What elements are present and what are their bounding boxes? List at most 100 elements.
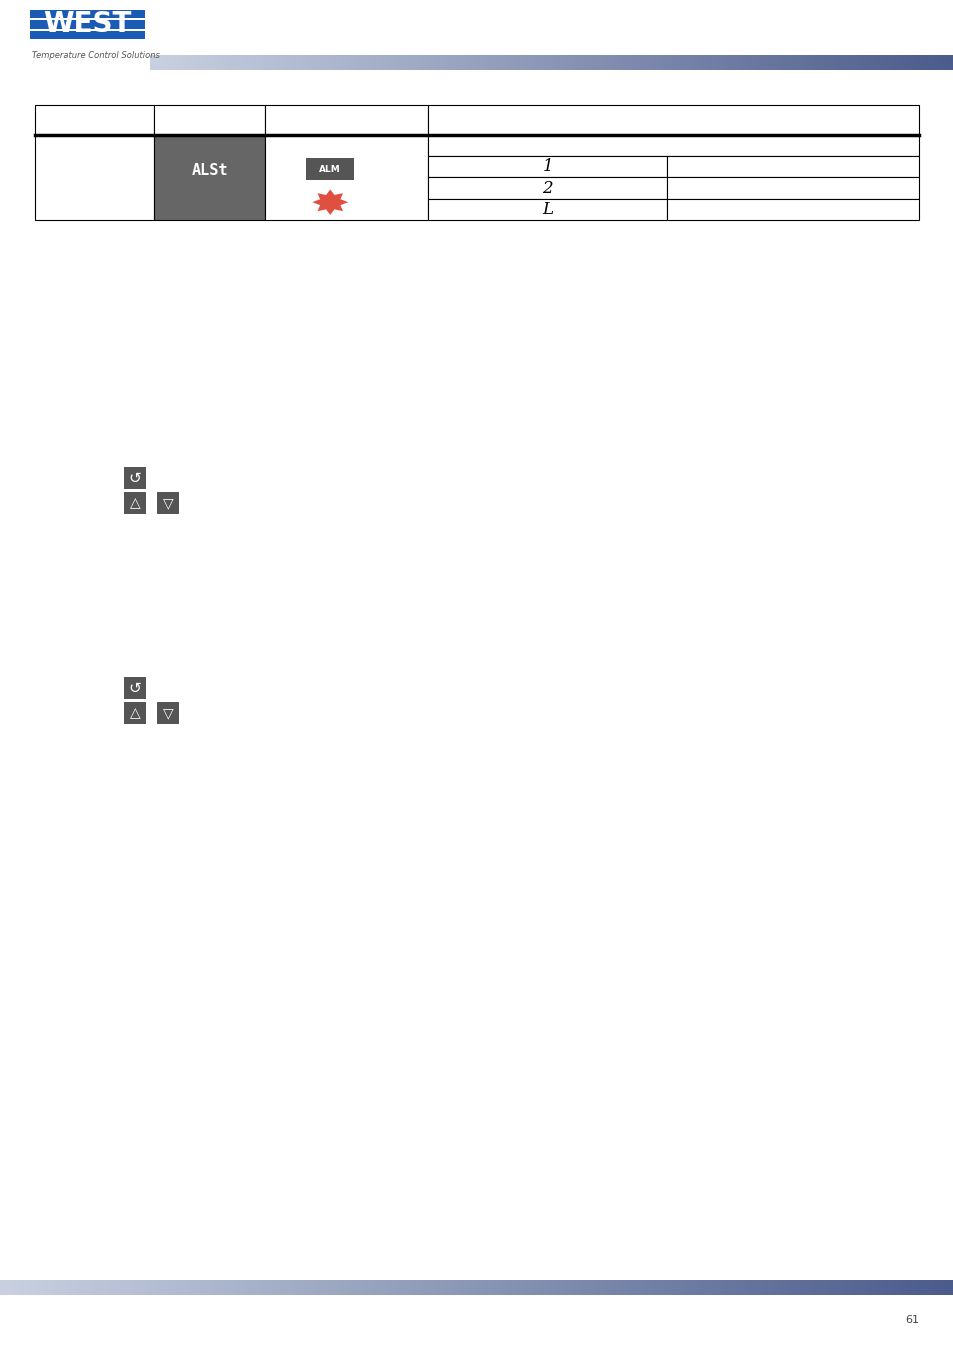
- Bar: [648, 1280, 654, 1295]
- Bar: [524, 1280, 530, 1295]
- Bar: [471, 55, 476, 70]
- Bar: [133, 1280, 139, 1295]
- Bar: [873, 55, 878, 70]
- Text: ↺: ↺: [129, 680, 141, 695]
- Bar: [834, 1280, 840, 1295]
- Bar: [419, 55, 424, 70]
- Bar: [536, 55, 540, 70]
- Bar: [813, 55, 818, 70]
- Bar: [634, 1280, 639, 1295]
- Bar: [600, 1280, 606, 1295]
- Bar: [543, 1280, 549, 1295]
- Bar: [19, 1280, 25, 1295]
- Bar: [507, 55, 513, 70]
- Bar: [572, 55, 577, 70]
- Bar: [629, 1280, 635, 1295]
- Bar: [459, 55, 464, 70]
- Bar: [853, 1280, 859, 1295]
- Bar: [691, 1280, 697, 1295]
- Bar: [664, 55, 669, 70]
- Bar: [586, 1280, 592, 1295]
- Bar: [939, 1280, 944, 1295]
- Bar: [917, 55, 922, 70]
- Bar: [743, 1280, 749, 1295]
- Bar: [427, 55, 432, 70]
- Bar: [934, 1280, 940, 1295]
- Bar: [933, 55, 938, 70]
- Bar: [476, 1280, 482, 1295]
- Bar: [119, 1280, 125, 1295]
- Bar: [929, 55, 934, 70]
- Text: △: △: [130, 495, 140, 510]
- Bar: [167, 1280, 172, 1295]
- Bar: [801, 55, 805, 70]
- Bar: [653, 1280, 659, 1295]
- Bar: [267, 1280, 273, 1295]
- Bar: [659, 55, 665, 70]
- Bar: [358, 55, 364, 70]
- Bar: [100, 1280, 106, 1295]
- Bar: [720, 55, 725, 70]
- Bar: [467, 1280, 473, 1295]
- Bar: [824, 55, 829, 70]
- Bar: [272, 1280, 277, 1295]
- Bar: [266, 55, 272, 70]
- Bar: [548, 1280, 554, 1295]
- Bar: [124, 676, 146, 699]
- Bar: [257, 1280, 263, 1295]
- Bar: [81, 1280, 87, 1295]
- Bar: [844, 55, 849, 70]
- Bar: [945, 55, 950, 70]
- Bar: [559, 55, 564, 70]
- Bar: [353, 1280, 358, 1295]
- Bar: [753, 1280, 759, 1295]
- Bar: [367, 55, 372, 70]
- Bar: [623, 55, 629, 70]
- Bar: [583, 55, 589, 70]
- Bar: [30, 20, 145, 28]
- Bar: [455, 55, 460, 70]
- Bar: [278, 55, 283, 70]
- Bar: [448, 1280, 454, 1295]
- Bar: [329, 1280, 335, 1295]
- Bar: [904, 55, 910, 70]
- Bar: [577, 1280, 582, 1295]
- Bar: [324, 1280, 330, 1295]
- Bar: [162, 1280, 168, 1295]
- Bar: [71, 1280, 77, 1295]
- Bar: [483, 55, 488, 70]
- Bar: [805, 1280, 811, 1295]
- Bar: [166, 55, 171, 70]
- Bar: [732, 55, 738, 70]
- Bar: [153, 55, 159, 70]
- Bar: [510, 1280, 516, 1295]
- Bar: [76, 1280, 82, 1295]
- Bar: [274, 55, 279, 70]
- Bar: [672, 1280, 678, 1295]
- Bar: [338, 1280, 344, 1295]
- Bar: [668, 55, 673, 70]
- Bar: [643, 1280, 649, 1295]
- Bar: [588, 55, 593, 70]
- Bar: [744, 55, 749, 70]
- Bar: [476, 55, 480, 70]
- Text: WEST: WEST: [43, 11, 132, 39]
- Bar: [342, 55, 348, 70]
- Bar: [896, 1280, 902, 1295]
- Bar: [294, 55, 299, 70]
- Bar: [877, 1280, 882, 1295]
- Bar: [648, 55, 653, 70]
- Bar: [534, 1280, 539, 1295]
- Bar: [254, 55, 259, 70]
- Bar: [740, 55, 745, 70]
- Bar: [891, 1280, 897, 1295]
- Bar: [841, 55, 845, 70]
- Bar: [307, 55, 312, 70]
- Bar: [206, 55, 211, 70]
- Bar: [684, 55, 689, 70]
- Bar: [486, 1280, 492, 1295]
- Bar: [624, 1280, 630, 1295]
- Bar: [451, 55, 456, 70]
- Bar: [797, 55, 801, 70]
- Bar: [262, 55, 267, 70]
